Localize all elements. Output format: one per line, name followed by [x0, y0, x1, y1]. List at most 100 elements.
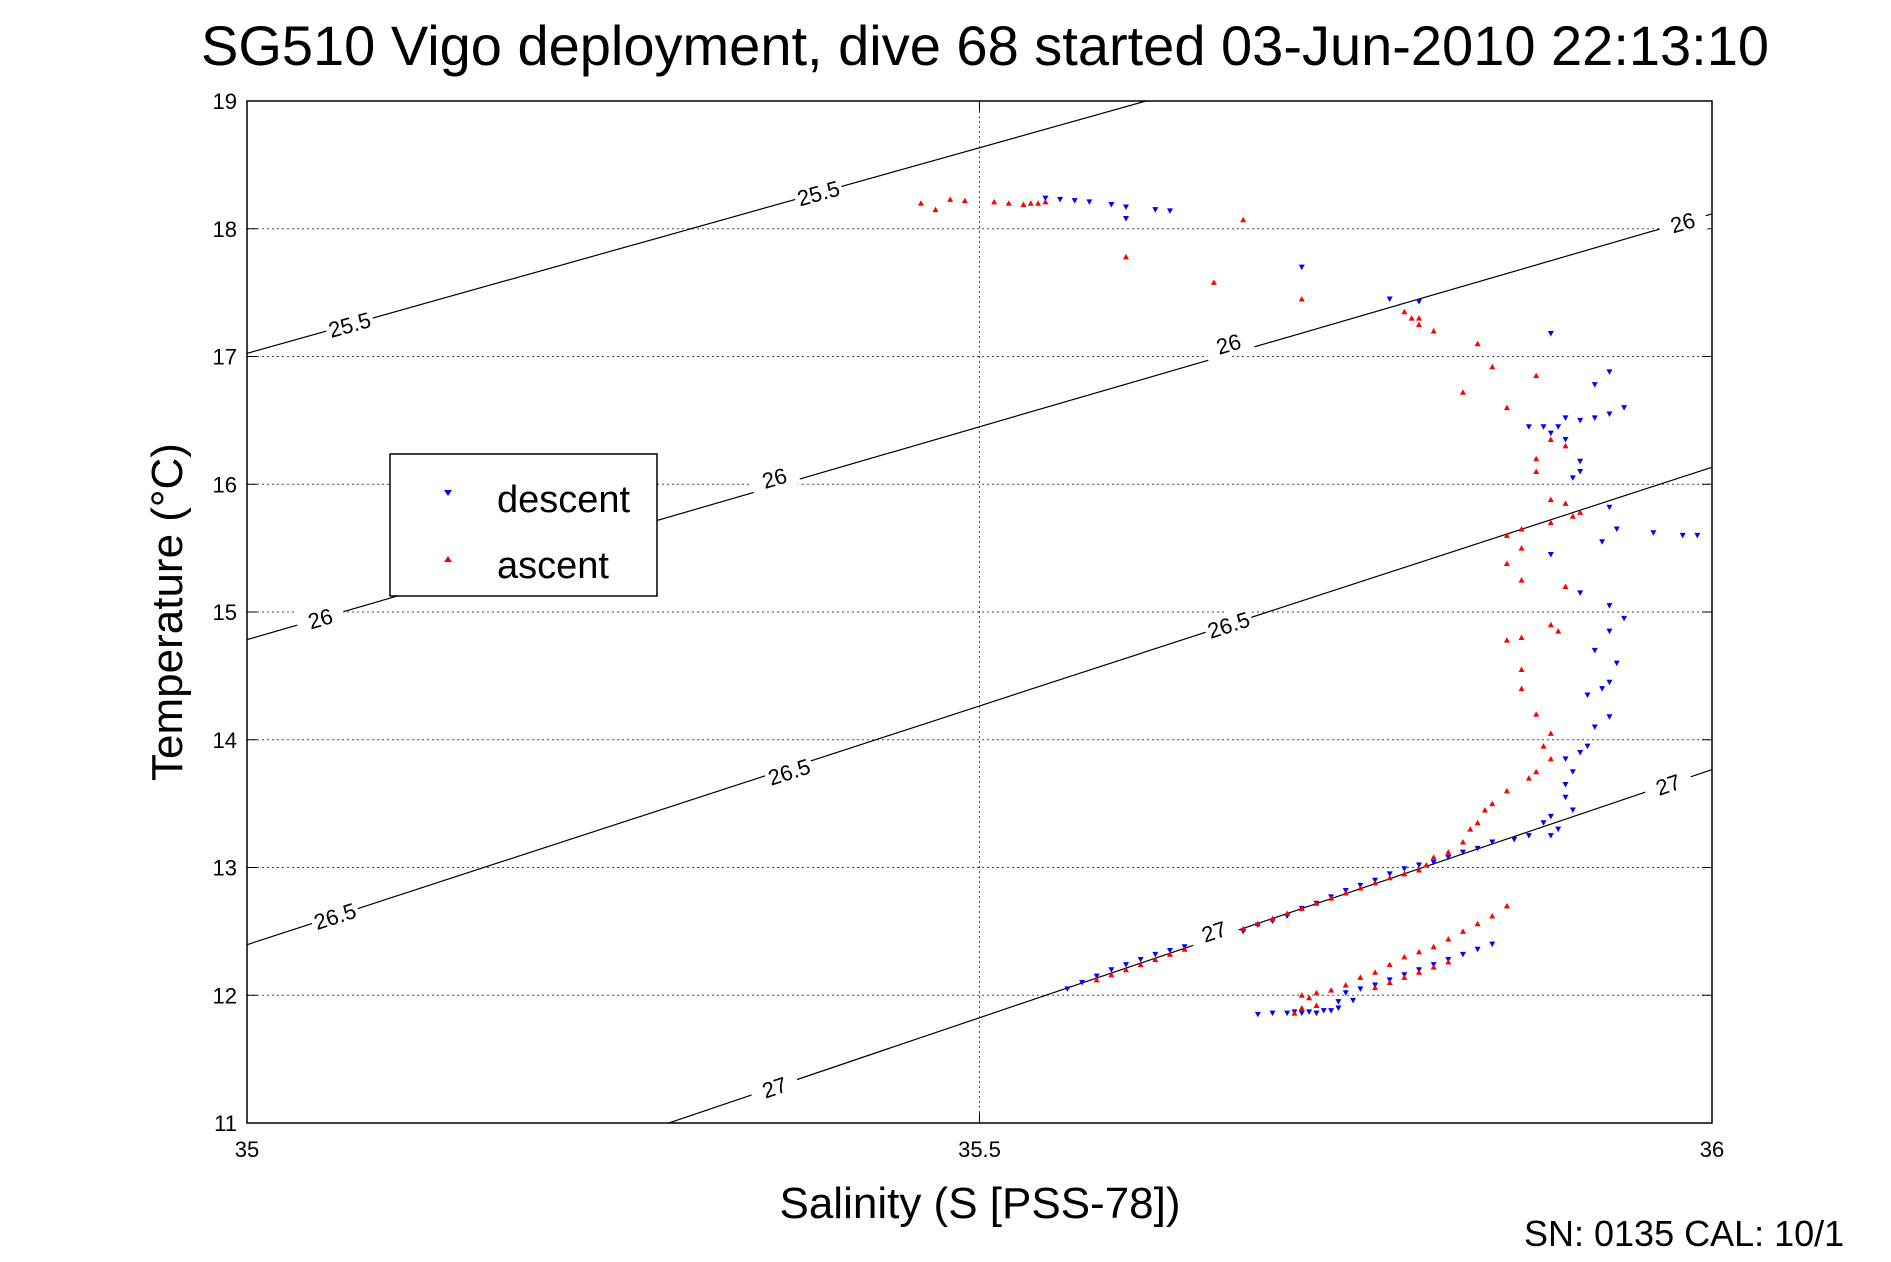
- contour-label-bg: [1656, 203, 1710, 242]
- descent-point: [1123, 204, 1129, 211]
- ascent-point: [1533, 768, 1540, 775]
- ascent-point: [1547, 519, 1554, 526]
- contour-label-bg: [293, 599, 347, 638]
- descent-point: [1386, 296, 1393, 303]
- ascent-point: [1430, 327, 1437, 334]
- descent-point: [1320, 1008, 1327, 1014]
- ascent-point: [1254, 920, 1261, 927]
- ascent-point: [1313, 1002, 1320, 1008]
- descent-point: [1599, 686, 1606, 692]
- descent-point: [1057, 196, 1064, 203]
- descent-point: [1079, 979, 1086, 986]
- descent-point: [1298, 264, 1305, 271]
- descent-point: [1562, 756, 1569, 762]
- ascent-point: [1416, 315, 1422, 321]
- ascent-point: [1467, 826, 1474, 832]
- ascent-point: [1489, 913, 1496, 919]
- descent-point: [1152, 207, 1159, 213]
- ascent-point: [1562, 583, 1569, 589]
- ascent-point: [1562, 500, 1569, 506]
- ascent-point: [1459, 389, 1466, 395]
- ascent-point: [947, 196, 954, 202]
- ascent-point: [1518, 666, 1525, 672]
- ascent-point: [1401, 974, 1408, 980]
- descent-point: [1577, 417, 1584, 424]
- ascent-point: [1562, 442, 1569, 449]
- descent-point: [1123, 962, 1129, 968]
- y-tick-label: 16: [213, 472, 237, 497]
- ascent-point: [1525, 775, 1532, 781]
- ascent-point: [1240, 925, 1247, 932]
- legend: descent ascent: [389, 453, 658, 597]
- ascent-point: [1408, 315, 1415, 321]
- descent-point: [1335, 999, 1342, 1005]
- ascent-point: [1547, 496, 1554, 503]
- ascent-point: [1416, 867, 1422, 873]
- descent-point: [1606, 603, 1613, 609]
- ascent-point: [1547, 621, 1554, 628]
- ascent-point: [1181, 946, 1188, 952]
- ascent-point: [1503, 637, 1510, 643]
- descent-point: [1166, 948, 1173, 954]
- descent-point: [1489, 839, 1496, 845]
- contour-label-bg: [791, 173, 845, 212]
- ascent-point: [991, 198, 998, 205]
- ascent-point: [1240, 216, 1247, 223]
- descent-point: [1459, 849, 1466, 856]
- descent-point: [1108, 201, 1115, 208]
- descent-point: [1459, 951, 1466, 958]
- ascent-point: [1027, 200, 1034, 206]
- descent-point: [1547, 331, 1554, 337]
- ascent-point: [1386, 874, 1393, 881]
- ascent-point: [1540, 743, 1547, 749]
- descent-point: [1562, 781, 1569, 788]
- descent-point: [1137, 956, 1144, 963]
- ascent-point: [1313, 900, 1320, 906]
- y-tick-label: 13: [213, 856, 237, 881]
- ascent-point: [1423, 861, 1430, 868]
- y-tick-label: 11: [214, 1111, 237, 1136]
- descent-point: [1108, 967, 1115, 973]
- descent-point: [1093, 973, 1100, 980]
- ascent-point: [1401, 308, 1408, 315]
- ascent-point: [1035, 200, 1042, 206]
- ascent-point: [1430, 964, 1437, 970]
- ascent-point: [917, 200, 924, 206]
- ascent-point: [1137, 961, 1144, 968]
- descent-point: [1569, 807, 1576, 814]
- ascent-point: [1416, 321, 1422, 328]
- descent-point: [1357, 986, 1364, 992]
- ascent-point: [1503, 787, 1510, 794]
- ascent-point: [1533, 468, 1540, 474]
- ascent-point: [1430, 854, 1437, 860]
- descent-point: [1540, 424, 1547, 430]
- contour-label-bg: [322, 305, 377, 344]
- descent-point: [1335, 1005, 1342, 1012]
- ascent-point: [1503, 560, 1510, 566]
- ascent-point: [1298, 296, 1305, 302]
- ascent-point: [1284, 910, 1291, 916]
- descent-point: [1591, 415, 1598, 421]
- descent-point: [1328, 1008, 1335, 1014]
- ascent-point: [1518, 685, 1525, 692]
- descent-point: [1562, 415, 1569, 421]
- ascent-point: [1093, 976, 1100, 983]
- descent-point: [1577, 458, 1584, 465]
- ascent-point: [1445, 959, 1452, 965]
- contour-line: [247, 101, 1149, 354]
- ascent-point: [932, 206, 939, 213]
- descent-point: [1555, 424, 1562, 430]
- ascent-point: [1481, 807, 1488, 813]
- y-tick-label: 18: [213, 217, 237, 242]
- ascent-point: [1372, 969, 1379, 975]
- grid-lines: [247, 101, 1712, 1123]
- descent-point: [1613, 526, 1620, 532]
- ascent-point: [1518, 634, 1525, 641]
- descent-point: [1445, 854, 1452, 861]
- descent-point: [1489, 941, 1496, 948]
- x-axis-ticks: 35 35.5 36: [235, 101, 1724, 1162]
- ascent-point: [1489, 363, 1496, 370]
- contour-label-bg: [747, 1067, 802, 1108]
- contour-label-bg: [1186, 911, 1241, 952]
- legend-ascent-marker: [444, 556, 452, 562]
